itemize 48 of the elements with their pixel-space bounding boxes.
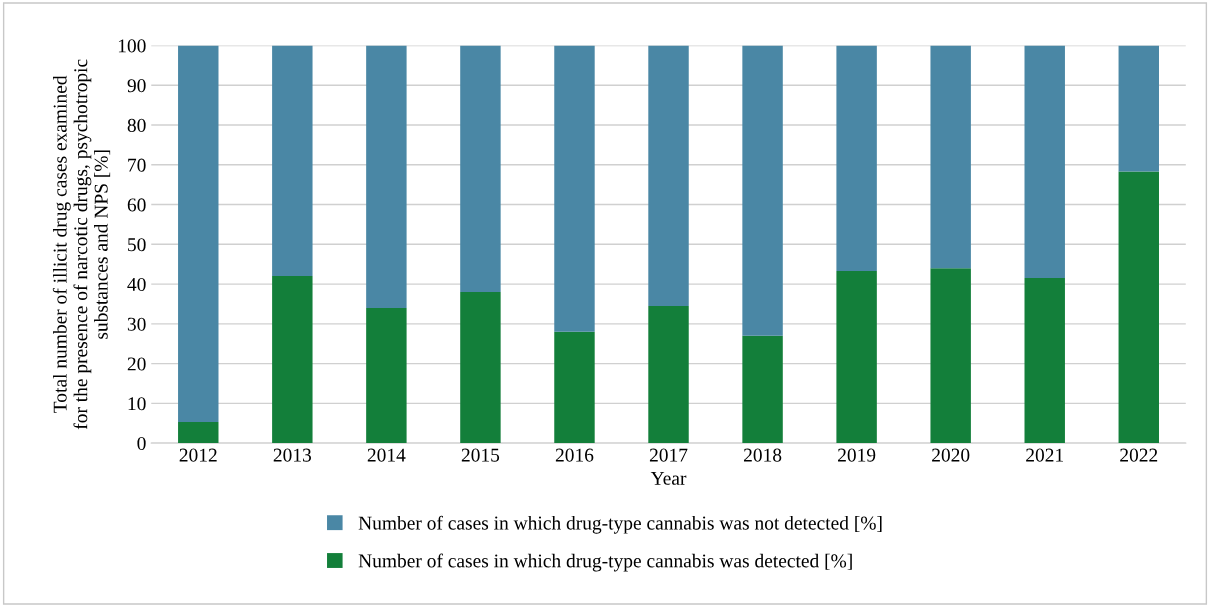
x-tick-label: 2018 bbox=[743, 448, 782, 462]
legend-label: Number of cases in which drug-type cannabis was detected [%] bbox=[358, 553, 852, 572]
bar bbox=[930, 268, 971, 444]
x-tick-label: 2012 bbox=[179, 448, 217, 462]
x-tick-label: 2020 bbox=[932, 448, 970, 462]
bar bbox=[554, 331, 595, 444]
y-tick-label: 100 bbox=[118, 39, 146, 53]
x-tick-label: 2014 bbox=[367, 448, 406, 462]
bar bbox=[460, 292, 501, 444]
y-tick-label: 10 bbox=[128, 397, 146, 411]
bar bbox=[1024, 278, 1065, 444]
bar bbox=[742, 335, 783, 444]
x-tick-label: 2019 bbox=[838, 448, 876, 462]
y-axis-title: Total number of illicit drug cases examined for the presence of narcotic drugs, psychotropic substances and NPS [%] bbox=[52, 59, 111, 430]
bar bbox=[836, 270, 877, 444]
bar bbox=[1118, 45, 1159, 172]
y-tick-label: 40 bbox=[127, 277, 146, 292]
bar bbox=[1118, 171, 1159, 444]
x-tick-label: 2022 bbox=[1120, 448, 1158, 462]
bar bbox=[648, 305, 689, 444]
bar bbox=[272, 276, 313, 444]
bar bbox=[366, 307, 407, 444]
x-tick-label: 2021 bbox=[1026, 448, 1063, 462]
y-tick-label: 80 bbox=[127, 118, 146, 132]
bar bbox=[178, 45, 219, 423]
y-tick-label: 60 bbox=[127, 198, 146, 212]
x-tick-label: 2016 bbox=[555, 448, 594, 462]
bar bbox=[1024, 45, 1065, 279]
bar bbox=[178, 422, 219, 444]
bar bbox=[554, 45, 595, 332]
bar bbox=[742, 45, 783, 336]
x-tick-label: 2017 bbox=[649, 448, 688, 462]
x-axis-title: Year bbox=[650, 471, 687, 485]
bar bbox=[460, 45, 501, 293]
bar bbox=[836, 45, 877, 271]
bar bbox=[272, 45, 313, 277]
y-tick-label: 30 bbox=[127, 317, 146, 331]
x-tick-label: 2013 bbox=[273, 448, 312, 462]
bar bbox=[366, 45, 407, 308]
bar bbox=[648, 45, 689, 306]
legend-label: Number of cases in which drug-type cannabis was not detected [%] bbox=[358, 515, 882, 534]
y-tick-label: 20 bbox=[127, 357, 146, 371]
x-tick-label: 2015 bbox=[461, 448, 500, 462]
y-tick-label: 70 bbox=[128, 158, 146, 172]
y-tick-label: 50 bbox=[128, 238, 146, 252]
bar bbox=[930, 45, 971, 269]
y-tick-label: 0 bbox=[137, 436, 146, 451]
y-tick-label: 90 bbox=[127, 79, 146, 93]
